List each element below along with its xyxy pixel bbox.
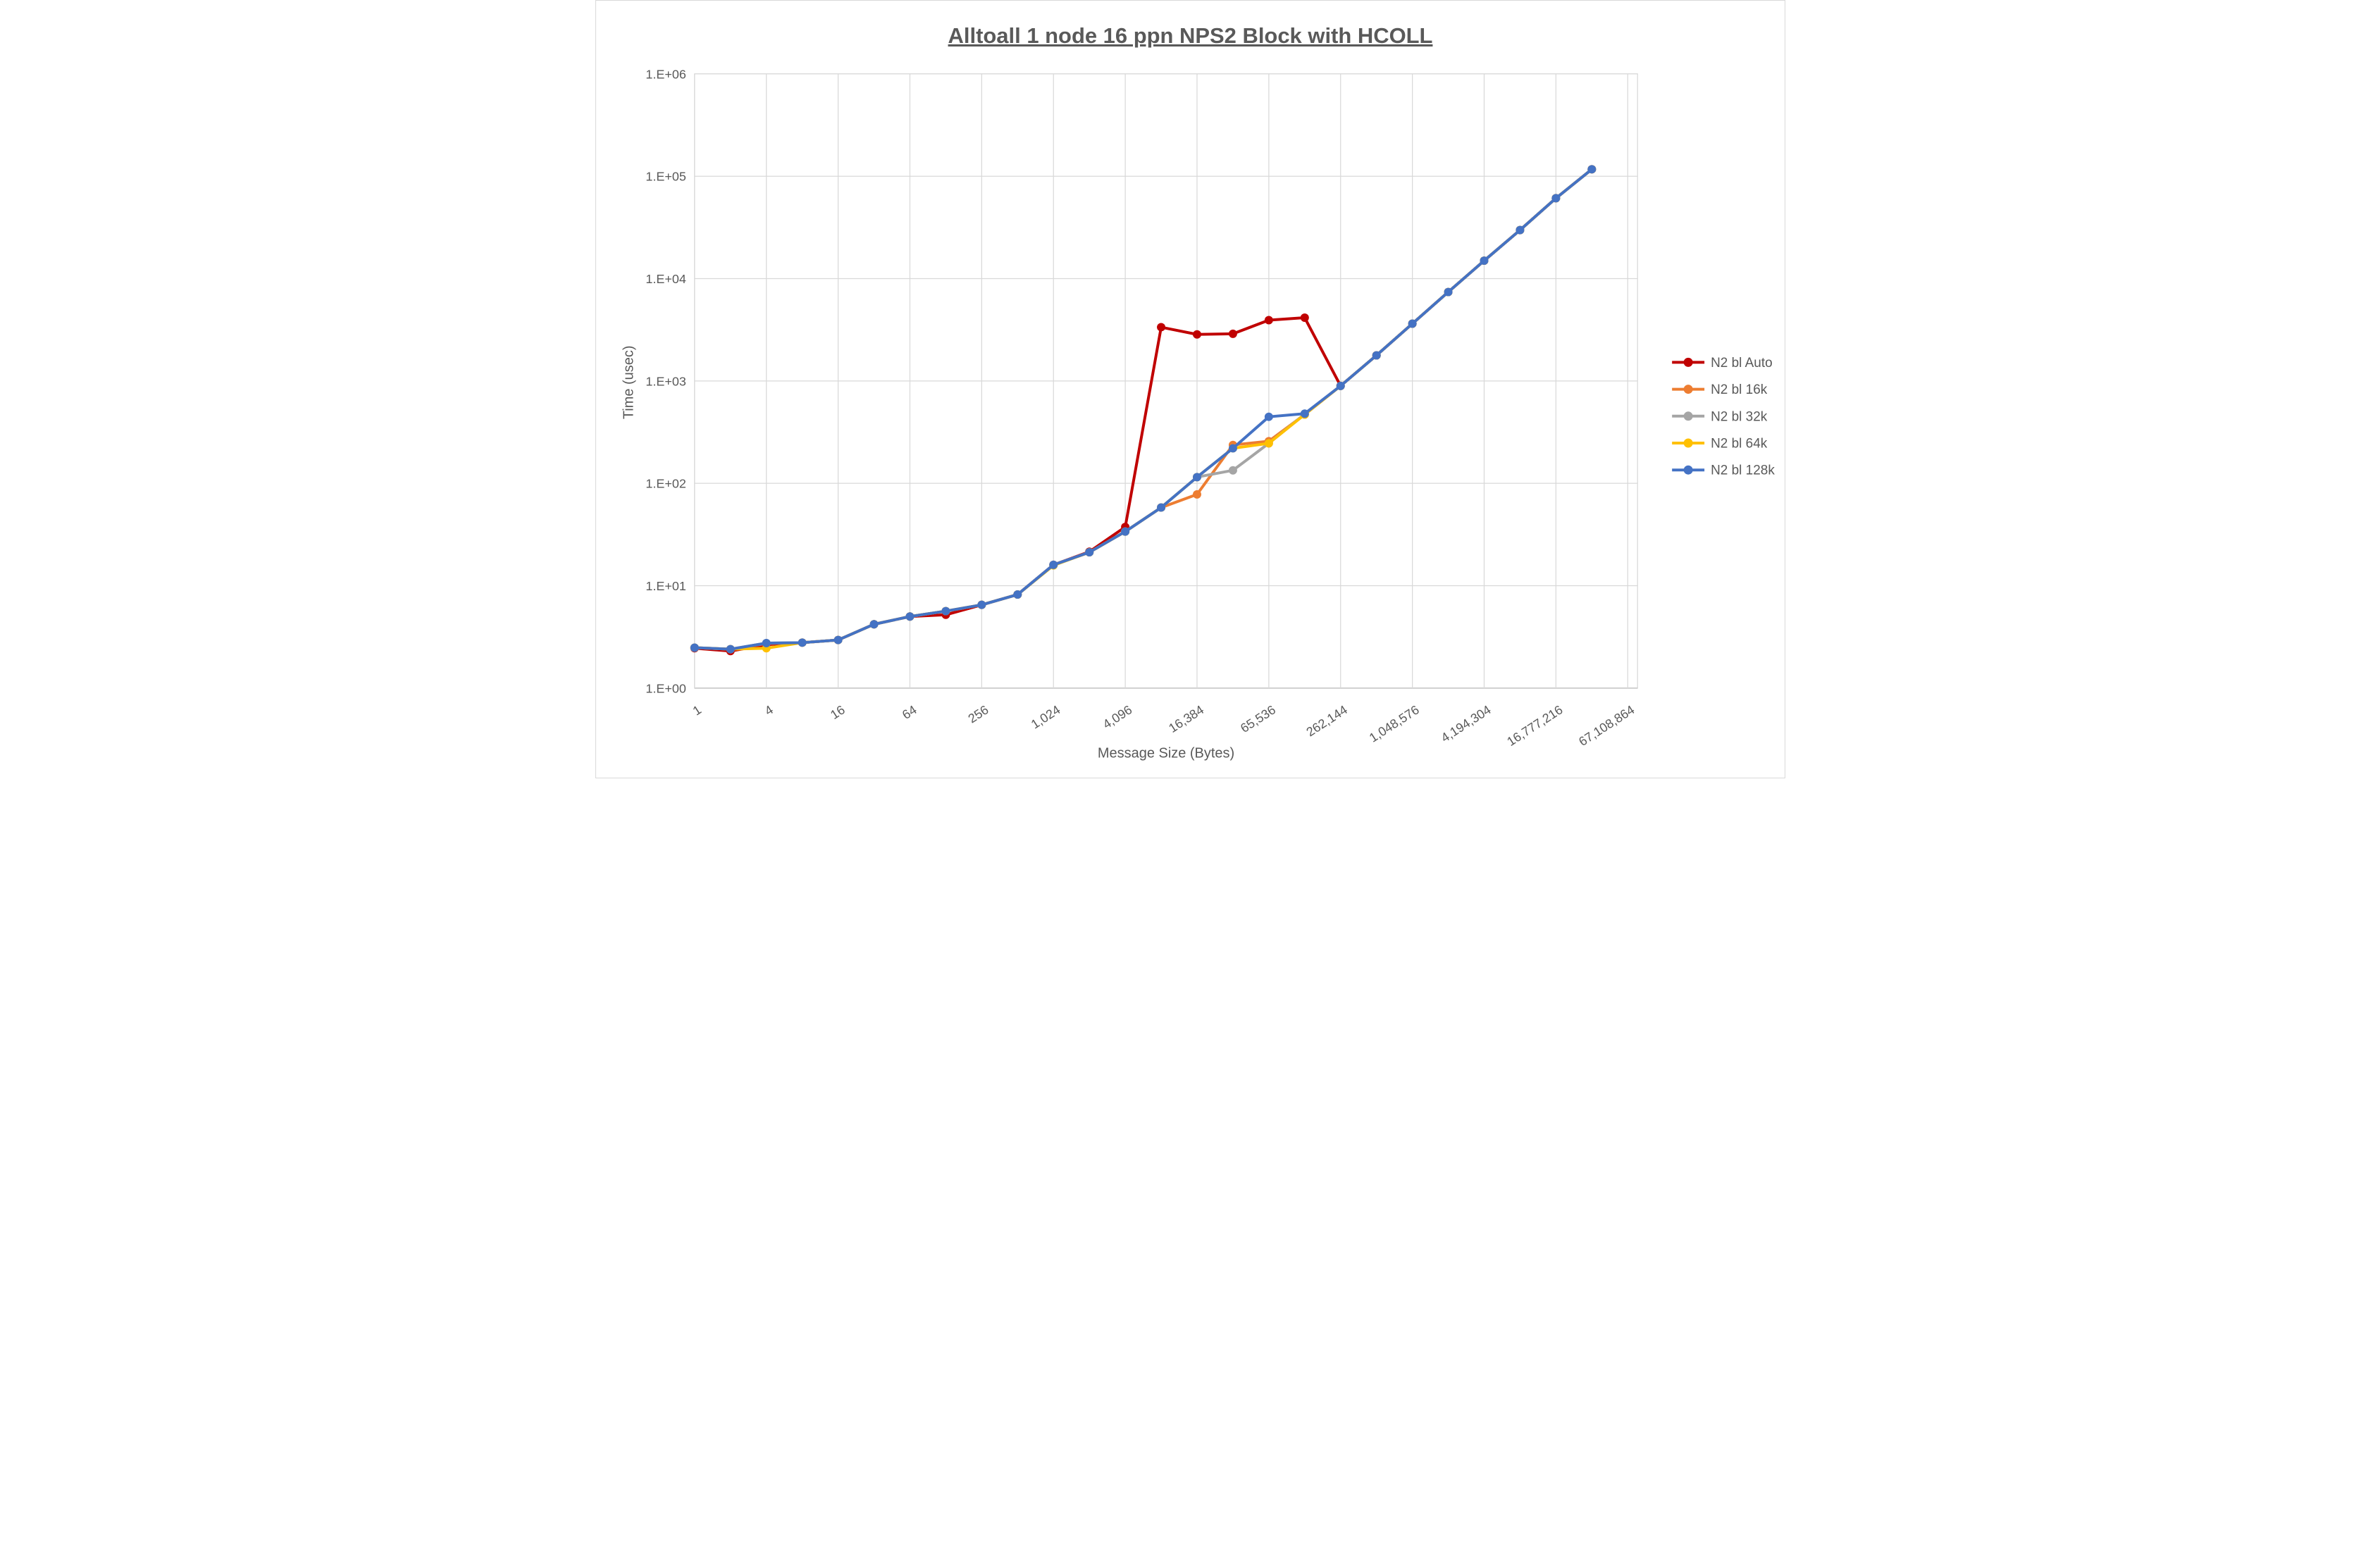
series-n2-bl-32k	[690, 165, 1596, 654]
legend-item-n2-bl-32k: N2 bl 32k	[1671, 409, 1768, 424]
data-point	[1264, 412, 1273, 421]
legend-marker	[1683, 465, 1693, 475]
x-tick-label: 256	[965, 702, 991, 726]
x-tick-label: 67,108,864	[1576, 702, 1637, 749]
legend-marker	[1683, 385, 1693, 394]
y-tick-label: 1.E+04	[645, 272, 686, 286]
legend-item-n2-bl-128k: N2 bl 128k	[1671, 463, 1775, 478]
data-point	[798, 638, 807, 647]
data-point	[1012, 590, 1022, 599]
legend-label: N2 bl 64k	[1711, 436, 1768, 451]
data-point	[1264, 316, 1273, 325]
data-point	[1444, 287, 1453, 297]
series-n2-bl-64k	[690, 165, 1596, 654]
data-point	[833, 635, 843, 645]
gridlines	[693, 73, 1637, 689]
data-point	[1587, 165, 1596, 174]
data-point	[1480, 256, 1488, 266]
data-point	[762, 639, 771, 648]
x-tick-label: 1,024	[1028, 702, 1062, 731]
legend-marker	[1683, 357, 1693, 367]
y-tick-label: 1.E+01	[645, 579, 686, 593]
data-point	[1408, 319, 1417, 328]
data-point	[1156, 503, 1165, 512]
series-line	[693, 168, 1593, 651]
data-point	[941, 606, 950, 616]
data-point	[726, 645, 735, 654]
series-n2-bl-16k	[690, 165, 1596, 654]
data-point	[1192, 473, 1201, 482]
data-point	[1515, 225, 1524, 235]
x-tick-label: 16,777,216	[1504, 702, 1565, 749]
data-point	[1264, 439, 1273, 448]
series-line	[693, 168, 1593, 653]
y-tick-label: 1.E+06	[645, 67, 686, 81]
data-point	[1084, 548, 1093, 557]
data-point	[1192, 330, 1201, 339]
legend-marker	[1683, 438, 1693, 448]
legend-item-n2-bl-64k: N2 bl 64k	[1671, 436, 1768, 451]
data-point	[1120, 527, 1129, 536]
series-line	[693, 168, 1593, 651]
series-n2-bl-128k	[690, 165, 1596, 654]
data-point	[1228, 444, 1237, 453]
x-tick-label: 4,096	[1100, 702, 1134, 731]
x-tick-label: 262,144	[1303, 702, 1349, 739]
data-point	[1372, 351, 1381, 360]
y-axis-title: Time (usec)	[621, 346, 636, 420]
x-tick-label: 16	[828, 702, 848, 722]
x-axis-title: Message Size (Bytes)	[1097, 746, 1234, 761]
alltoall-chart: 1.E+00 1.E+01 1.E+02 1.E+03 1.E+04 1.E+05 1.E+…	[595, 1, 1785, 778]
data-point	[1336, 381, 1345, 390]
data-point	[869, 620, 879, 629]
data-point	[1228, 466, 1237, 475]
data-point	[977, 600, 986, 609]
axis-tick-labels: 1.E+00 1.E+01 1.E+02 1.E+03 1.E+04 1.E+05 1.E+…	[645, 67, 1637, 749]
x-tick-label: 4,194,304	[1438, 702, 1493, 745]
data-point	[1048, 560, 1058, 569]
x-tick-label: 4	[762, 702, 775, 718]
series-n2-bl-auto	[690, 165, 1596, 656]
data-point	[1551, 194, 1560, 203]
data-point	[905, 612, 914, 621]
data-point	[690, 643, 699, 652]
data-point	[1156, 323, 1165, 332]
chart-canvas: 1.E+00 1.E+01 1.E+02 1.E+03 1.E+04 1.E+05 1.E+…	[595, 0, 1785, 779]
legend-label: N2 bl 16k	[1711, 382, 1768, 397]
x-tick-label: 1,048,576	[1366, 702, 1421, 745]
y-tick-label: 1.E+05	[645, 170, 686, 184]
x-tick-label: 16,384	[1166, 702, 1206, 735]
data-point	[1300, 409, 1309, 418]
legend-label: N2 bl Auto	[1711, 356, 1773, 371]
y-tick-label: 1.E+03	[645, 374, 686, 388]
data-point	[1300, 313, 1309, 323]
legend-marker	[1683, 411, 1693, 421]
x-tick-label: 65,536	[1238, 702, 1278, 735]
data-point	[1228, 329, 1237, 338]
series-line	[693, 168, 1593, 651]
legend-label: N2 bl 32k	[1711, 409, 1768, 424]
chart-title: Alltoall 1 node 16 ppn NPS2 Block with H…	[948, 23, 1432, 48]
x-tick-label: 64	[899, 702, 919, 722]
y-tick-label: 1.E+00	[645, 681, 686, 695]
legend: N2 bl Auto N2 bl 16k N2 bl 32k N2 bl 64k N2 …	[1671, 356, 1775, 478]
x-tick-label: 1	[690, 702, 703, 718]
y-tick-label: 1.E+02	[645, 477, 686, 491]
legend-item-n2-bl-auto: N2 bl Auto	[1671, 356, 1773, 371]
data-point	[1192, 490, 1201, 499]
series-line	[693, 168, 1593, 651]
legend-label: N2 bl 128k	[1711, 463, 1775, 478]
legend-item-n2-bl-16k: N2 bl 16k	[1671, 382, 1768, 397]
data-series	[690, 165, 1596, 656]
